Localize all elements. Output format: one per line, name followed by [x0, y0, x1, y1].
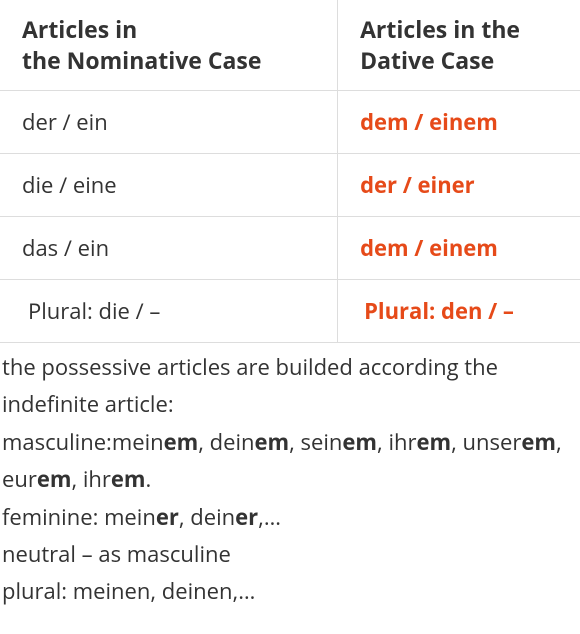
- cell-dative-plural: Plural: den / –: [338, 280, 580, 343]
- header-dative: Articles in the Dative Case: [338, 0, 580, 91]
- notes-neutral: neutral – as masculine: [2, 539, 231, 569]
- notes-plural: plural: meinen, deinen,…: [2, 576, 255, 606]
- notes-fem-tail: ,…: [258, 502, 281, 532]
- cell-dative: dem / einem: [338, 91, 580, 154]
- notes-fem-list: meiner, deiner: [104, 502, 258, 532]
- header-dat-line2: Dative Case: [360, 44, 494, 76]
- table-header-row: Articles in the Nominative Case Articles…: [0, 0, 580, 91]
- notes-fem-label: feminine:: [2, 502, 104, 532]
- cell-dative: dem / einem: [338, 217, 580, 280]
- header-nominative: Articles in the Nominative Case: [0, 0, 338, 91]
- notes-masc-label: masculine:: [2, 427, 112, 457]
- table-row: die / eine der / einer: [0, 154, 580, 217]
- table-row: der / ein dem / einem: [0, 91, 580, 154]
- notes-intro: the possessive articles are builded acco…: [2, 352, 498, 419]
- notes-section: the possessive articles are builded acco…: [0, 343, 580, 611]
- header-nom-line1: Articles in: [22, 13, 137, 45]
- cell-dative: der / einer: [338, 154, 580, 217]
- cell-nominative: das / ein: [0, 217, 338, 280]
- cell-nominative: der / ein: [0, 91, 338, 154]
- table-row: das / ein dem / einem: [0, 217, 580, 280]
- header-nom-line2: the Nominative Case: [22, 44, 261, 76]
- header-dat-line1: Articles in the: [360, 13, 520, 45]
- table-row: Plural: die / – Plural: den / –: [0, 280, 580, 343]
- articles-table: Articles in the Nominative Case Articles…: [0, 0, 580, 343]
- cell-nominative-plural: Plural: die / –: [0, 280, 338, 343]
- notes-masc-tail: .: [146, 464, 152, 494]
- cell-nominative: die / eine: [0, 154, 338, 217]
